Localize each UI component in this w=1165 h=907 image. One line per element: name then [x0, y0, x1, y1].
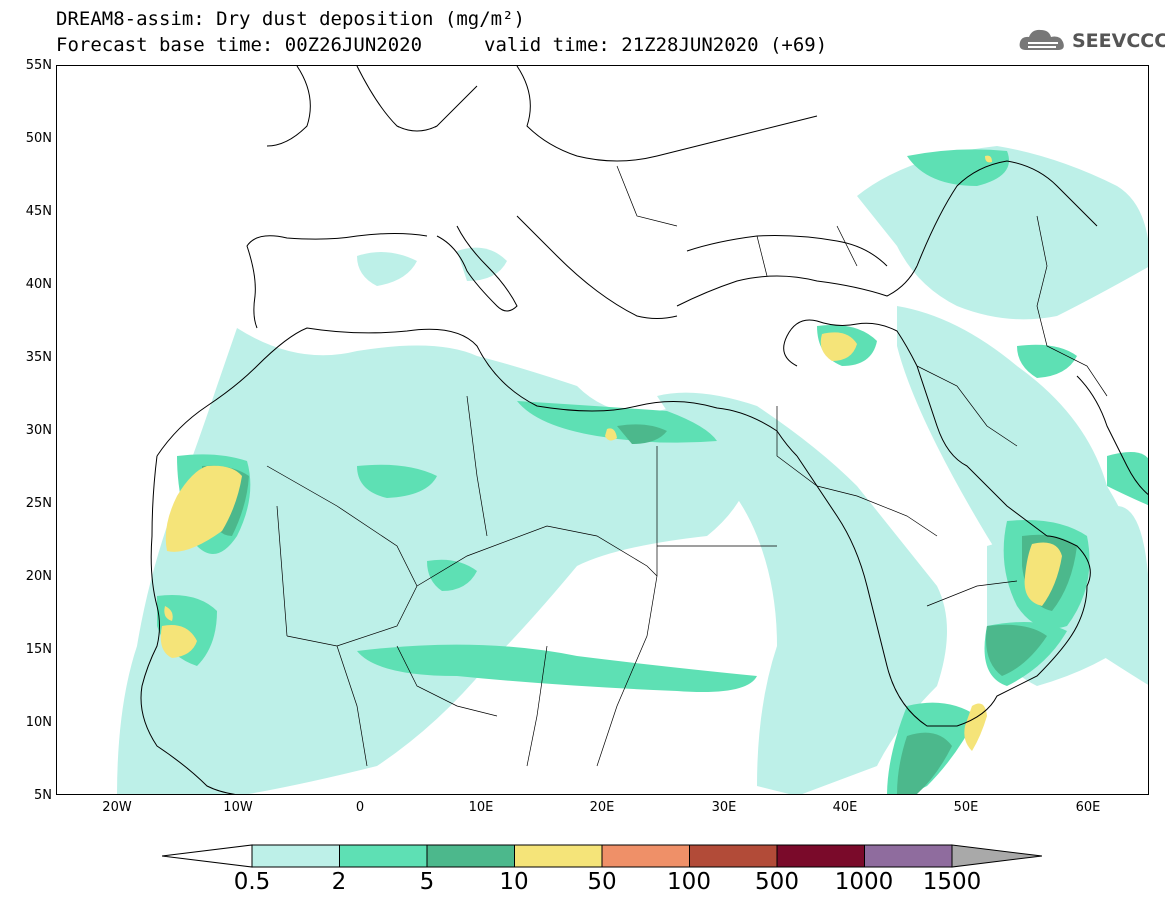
map-canvas: [117, 66, 1148, 794]
lat-label: 45N: [25, 204, 52, 219]
lat-label: 5N: [34, 788, 52, 803]
colorbar-swatch: [514, 844, 603, 868]
colorbar-label: 50: [587, 869, 617, 895]
colorbar-label: 100: [667, 869, 711, 895]
colorbar-swatch: [251, 844, 340, 868]
colorbar-over-arrow: [951, 844, 1042, 868]
lat-label: 25N: [25, 496, 52, 511]
valid-time: valid time: 21Z28JUN2020 (+69): [484, 34, 828, 56]
colorbar-swatch: [776, 844, 865, 868]
lat-label: 20N: [25, 569, 52, 584]
lon-label: 10W: [223, 800, 253, 815]
lon-label: 40E: [832, 800, 858, 815]
dust-light-layer: [117, 146, 1148, 794]
colorbar-swatch: [601, 844, 690, 868]
seevccc-logo: SEEVCCC: [1018, 26, 1165, 56]
lat-label: 30N: [25, 423, 52, 438]
cloud-icon: [1019, 29, 1064, 50]
map-title: DREAM8-assim: Dry dust deposition (mg/m²…: [56, 8, 525, 30]
lon-label: 10E: [468, 800, 494, 815]
lat-label: 40N: [25, 277, 52, 292]
colorbar-under-arrow: [162, 844, 253, 868]
forecast-base-time: Forecast base time: 00Z26JUN2020: [56, 34, 423, 56]
lon-label: 60E: [1075, 800, 1101, 815]
lat-label: 35N: [25, 350, 52, 365]
lat-label: 15N: [25, 642, 52, 657]
dust-high-layer: [160, 155, 1062, 751]
lon-label: 20W: [102, 800, 132, 815]
colorbar-swatch: [864, 844, 953, 868]
colorbar-label: 500: [755, 869, 799, 895]
lon-label: 20E: [589, 800, 615, 815]
lat-label: 55N: [25, 58, 52, 73]
colorbar-label: 2: [331, 869, 347, 895]
colorbar-label: 10: [499, 869, 529, 895]
lat-label: 10N: [25, 715, 52, 730]
lat-label: 50N: [25, 131, 52, 146]
dust-deposition-map: [56, 65, 1149, 795]
colorbar-label: 1500: [922, 869, 982, 895]
colorbar-label: 0.5: [233, 869, 271, 895]
colorbar-swatch: [689, 844, 778, 868]
logo-text: SEEVCCC: [1072, 30, 1165, 52]
lon-label: 30E: [711, 800, 737, 815]
lon-label: 50E: [953, 800, 979, 815]
lon-label: 0: [355, 800, 365, 815]
colorbar-swatch: [339, 844, 428, 868]
colorbar-label: 1000: [834, 869, 894, 895]
coastlines: [140, 66, 1148, 794]
colorbar-swatch: [426, 844, 515, 868]
colorbar-label: 5: [419, 869, 435, 895]
colorbar: [162, 844, 1042, 868]
country-borders: [266, 165, 1108, 767]
